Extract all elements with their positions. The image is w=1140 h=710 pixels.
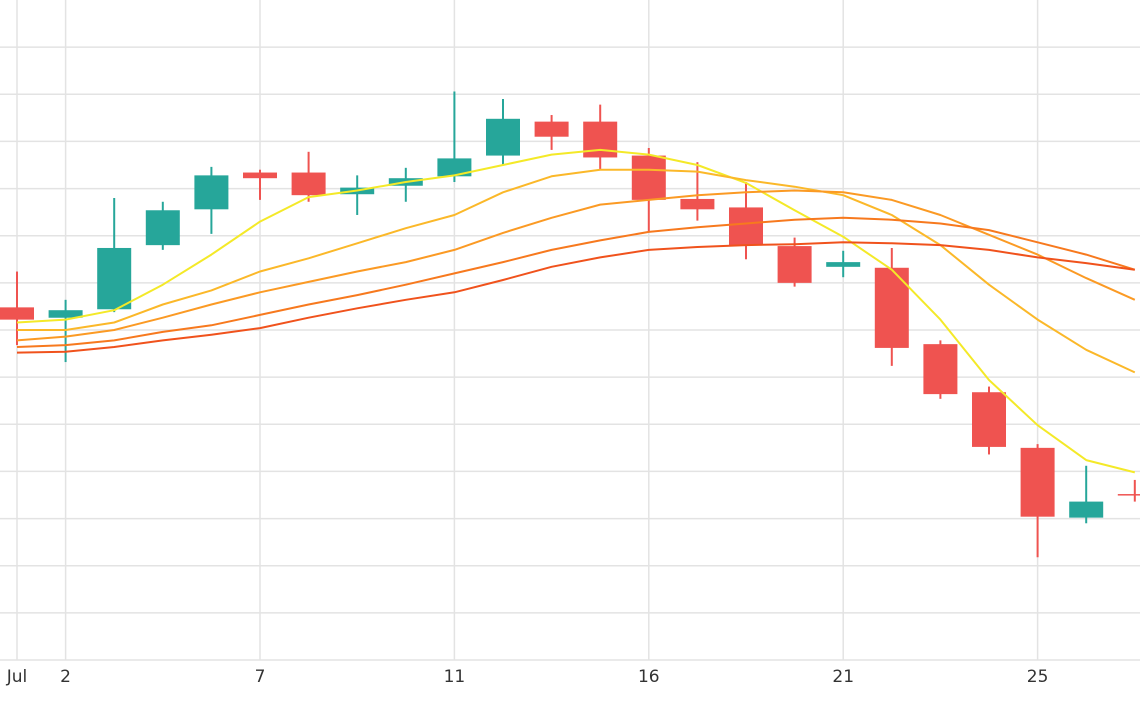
- candle-body: [972, 392, 1006, 447]
- candle-body: [48, 310, 83, 318]
- moving-average-line: [16, 148, 1136, 474]
- moving-average-line: [17, 168, 1136, 374]
- candle-body: [194, 175, 229, 210]
- candle-body: [826, 262, 861, 267]
- moving-average-line: [16, 241, 1135, 354]
- candle-body: [1069, 501, 1104, 518]
- moving-average-line: [16, 216, 1136, 348]
- candle-body: [0, 307, 34, 320]
- candle-body: [437, 158, 472, 177]
- candle-body: [97, 247, 132, 310]
- candle-body: [923, 344, 958, 395]
- candle-body: [874, 267, 909, 348]
- candle-body: [243, 172, 277, 179]
- x-tick-label: 2: [60, 667, 71, 687]
- candle-body: [680, 198, 715, 210]
- candle-body: [729, 207, 763, 246]
- x-tick-label: 21: [832, 667, 854, 687]
- candle-body: [291, 172, 326, 196]
- x-tick-label: 16: [638, 667, 660, 687]
- x-tick-label: Jul: [6, 667, 28, 687]
- candle-body: [534, 121, 569, 137]
- x-tick-label: 11: [444, 667, 466, 687]
- candle-body: [145, 210, 180, 246]
- moving-average-line: [16, 189, 1136, 342]
- candle-body: [1020, 447, 1055, 517]
- candle-body: [583, 121, 618, 158]
- candle-body: [631, 155, 666, 200]
- x-tick-label: 7: [255, 667, 266, 687]
- x-tick-label: 25: [1027, 667, 1049, 687]
- candle-body: [777, 246, 812, 283]
- candle-body: [486, 118, 520, 156]
- candle-body: [1117, 494, 1140, 496]
